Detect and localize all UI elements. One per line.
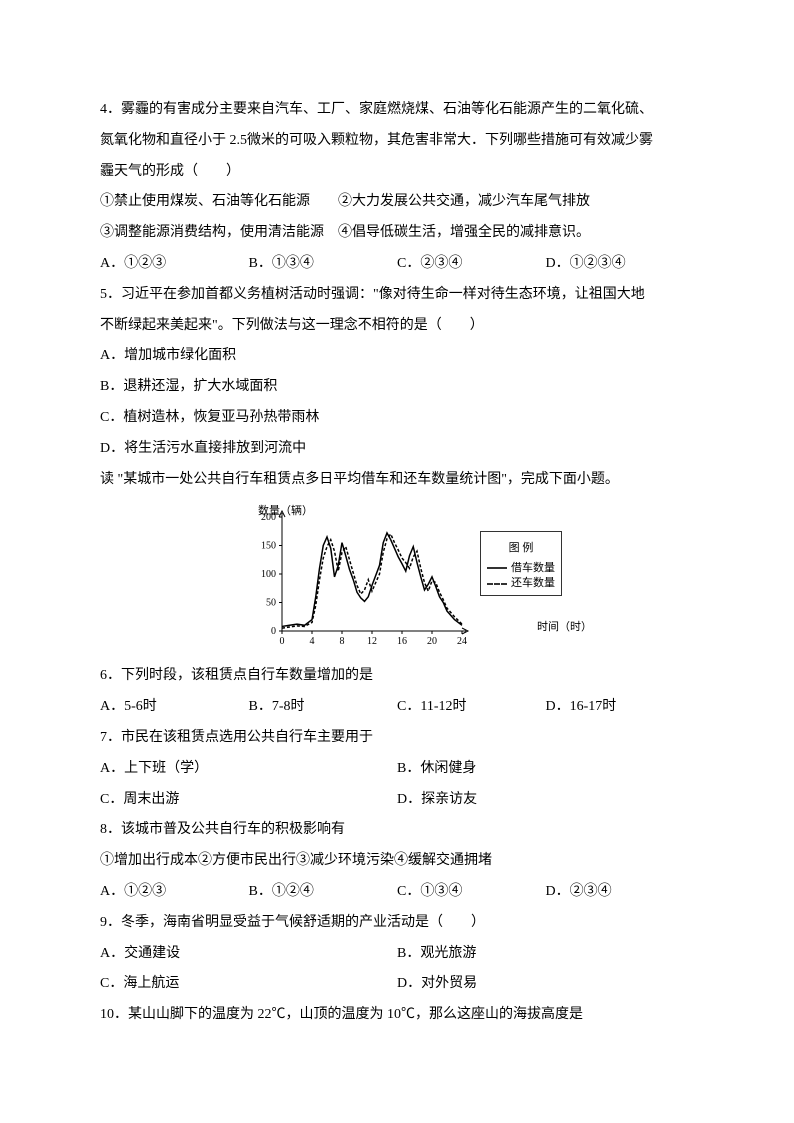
chart-x-label: 时间（时） <box>537 615 592 639</box>
svg-text:8: 8 <box>340 636 345 647</box>
question-5: 5．习近平在参加首都义务植树活动时强调："像对待生命一样对待生态环境，让祖国大地… <box>100 280 694 465</box>
legend-label-0: 借车数量 <box>511 561 555 576</box>
q8-items: ①增加出行成本②方便市民出行③减少环境污染④缓解交通拥堵 <box>100 846 694 877</box>
q7-opt-b: B．休闲健身 <box>397 754 694 785</box>
q10-stem: 10．某山山脚下的温度为 22℃，山顶的温度为 10℃，那么这座山的海拔高度是 <box>100 1000 694 1031</box>
legend-item-1: 还车数量 <box>487 576 555 591</box>
q8-opt-d: D．②③④ <box>546 877 695 908</box>
q8-opt-b: B．①②④ <box>249 877 398 908</box>
svg-text:0: 0 <box>271 626 276 637</box>
svg-text:20: 20 <box>427 636 437 647</box>
svg-text:4: 4 <box>310 636 315 647</box>
svg-text:24: 24 <box>457 636 467 647</box>
legend-swatch-solid <box>487 567 507 569</box>
question-6: 6．下列时段，该租赁点自行车数量增加的是 A．5-6时 B．7-8时 C．11-… <box>100 661 694 723</box>
q4-item1: ①禁止使用煤炭、石油等化石能源 ②大力发展公共交通，减少汽车尾气排放 <box>100 187 694 218</box>
question-8: 8．该城市普及公共自行车的积极影响有 ①增加出行成本②方便市民出行③减少环境污染… <box>100 815 694 907</box>
question-7: 7．市民在该租赁点选用公共自行车主要用于 A．上下班（学） B．休闲健身 C．周… <box>100 723 694 815</box>
question-10: 10．某山山脚下的温度为 22℃，山顶的温度为 10℃，那么这座山的海拔高度是 <box>100 1000 694 1031</box>
q7-opt-a: A．上下班（学） <box>100 754 397 785</box>
q5-opt-a: A．增加城市绿化面积 <box>100 341 694 372</box>
chart-y-label: 数量（辆） <box>258 499 313 523</box>
q4-stem-line3: 霾天气的形成（ ） <box>100 157 694 188</box>
q7-stem: 7．市民在该租赁点选用公共自行车主要用于 <box>100 723 694 754</box>
svg-text:0: 0 <box>280 636 285 647</box>
q5-stem-line1: 5．习近平在参加首都义务植树活动时强调："像对待生命一样对待生态环境，让祖国大地 <box>100 280 694 311</box>
q6-opt-c: C．11-12时 <box>397 692 546 723</box>
q9-options: A．交通建设 B．观光旅游 C．海上航运 D．对外贸易 <box>100 939 694 1001</box>
q4-opt-c: C．②③④ <box>397 249 546 280</box>
q5-opt-c: C．植树造林，恢复亚马孙热带雨林 <box>100 403 694 434</box>
q8-stem: 8．该城市普及公共自行车的积极影响有 <box>100 815 694 846</box>
q8-opt-a: A．①②③ <box>100 877 249 908</box>
q5-opt-d: D．将生活污水直接排放到河流中 <box>100 434 694 465</box>
svg-text:100: 100 <box>261 569 276 580</box>
svg-text:50: 50 <box>266 598 276 609</box>
question-9: 9．冬季，海南省明显受益于气候舒适期的产业活动是（ ） A．交通建设 B．观光旅… <box>100 908 694 1000</box>
q4-opt-d: D．①②③④ <box>546 249 695 280</box>
q6-opt-b: B．7-8时 <box>249 692 398 723</box>
svg-text:150: 150 <box>261 541 276 552</box>
chart-note: 读 "某城市一处公共自行车租赁点多日平均借车和还车数量统计图"，完成下面小题。 <box>100 465 694 496</box>
q7-options: A．上下班（学） B．休闲健身 C．周末出游 D．探亲访友 <box>100 754 694 816</box>
svg-text:12: 12 <box>367 636 377 647</box>
bike-chart: 数量（辆） 时间（时） 图 例 借车数量 还车数量 05010015020004… <box>242 503 552 653</box>
q4-options: A．①②③ B．①③④ C．②③④ D．①②③④ <box>100 249 694 280</box>
question-4: 4．雾霾的有害成分主要来自汽车、工厂、家庭燃烧煤、石油等化石能源产生的二氧化硫、… <box>100 95 694 280</box>
legend-label-1: 还车数量 <box>511 576 555 591</box>
svg-text:16: 16 <box>397 636 407 647</box>
q8-options: A．①②③ B．①②④ C．①③④ D．②③④ <box>100 877 694 908</box>
q4-opt-b: B．①③④ <box>249 249 398 280</box>
q9-opt-d: D．对外贸易 <box>397 969 694 1000</box>
q5-options: A．增加城市绿化面积 B．退耕还湿，扩大水域面积 C．植树造林，恢复亚马孙热带雨… <box>100 341 694 464</box>
q9-opt-b: B．观光旅游 <box>397 939 694 970</box>
q7-opt-c: C．周末出游 <box>100 785 397 816</box>
q4-stem-line1: 4．雾霾的有害成分主要来自汽车、工厂、家庭燃烧煤、石油等化石能源产生的二氧化硫、 <box>100 95 694 126</box>
legend-title: 图 例 <box>487 536 555 560</box>
legend-item-0: 借车数量 <box>487 561 555 576</box>
q6-opt-d: D．16-17时 <box>546 692 695 723</box>
legend-swatch-dashed <box>487 583 507 585</box>
q4-opt-a: A．①②③ <box>100 249 249 280</box>
q9-opt-c: C．海上航运 <box>100 969 397 1000</box>
q4-stem-line2: 氮氧化物和直径小于 2.5微米的可吸入颗粒物，其危害非常大．下列哪些措施可有效减… <box>100 126 694 157</box>
chart-legend: 图 例 借车数量 还车数量 <box>480 531 562 596</box>
q8-opt-c: C．①③④ <box>397 877 546 908</box>
q9-stem: 9．冬季，海南省明显受益于气候舒适期的产业活动是（ ） <box>100 908 694 939</box>
q6-stem: 6．下列时段，该租赁点自行车数量增加的是 <box>100 661 694 692</box>
q6-options: A．5-6时 B．7-8时 C．11-12时 D．16-17时 <box>100 692 694 723</box>
q9-opt-a: A．交通建设 <box>100 939 397 970</box>
q5-stem-line2: 不断绿起来美起来"。下列做法与这一理念不相符的是（ ） <box>100 311 694 342</box>
q4-item2: ③调整能源消费结构，使用清洁能源 ④倡导低碳生活，增强全民的减排意识。 <box>100 218 694 249</box>
q5-opt-b: B．退耕还湿，扩大水域面积 <box>100 372 694 403</box>
q6-opt-a: A．5-6时 <box>100 692 249 723</box>
q7-opt-d: D．探亲访友 <box>397 785 694 816</box>
